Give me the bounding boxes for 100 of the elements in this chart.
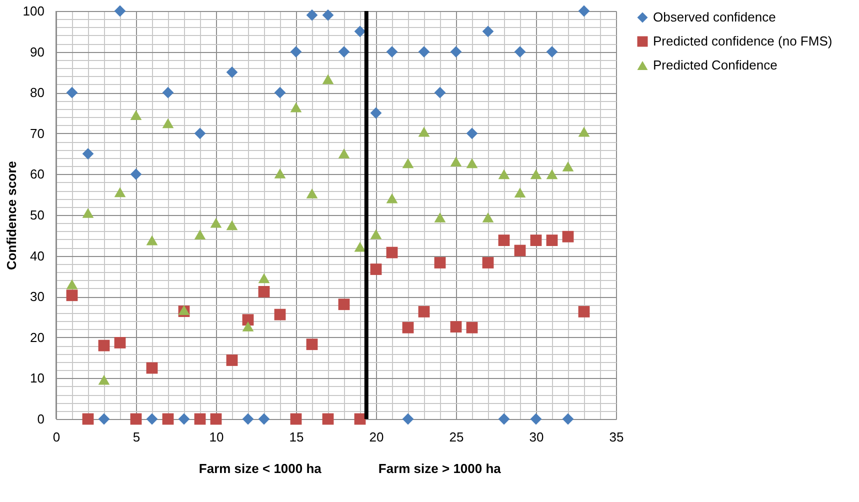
point [194,230,206,240]
point [466,158,478,168]
point [578,126,590,137]
point [306,188,318,198]
point [178,413,190,425]
point [98,340,110,352]
point [338,46,350,58]
point [338,148,350,158]
point [338,298,350,310]
point [370,107,382,119]
point [466,128,478,140]
point [82,148,94,160]
point [322,74,334,84]
legend-label: Predicted Confidence [653,58,778,72]
y-tick-label: 10 [30,370,44,386]
point [194,413,206,425]
point [258,286,270,298]
point [146,235,158,246]
point [482,26,494,38]
point [114,5,126,17]
point [98,413,110,425]
point [274,168,286,178]
y-tick-label: 60 [30,166,44,182]
point [434,212,446,222]
point [226,66,238,78]
point [82,413,94,425]
point [530,413,542,425]
point [546,234,558,246]
y-tick-label: 90 [30,44,44,60]
point [386,246,398,258]
text: Farm size > 1000 ha [378,461,502,476]
point [434,86,446,98]
point [514,244,526,256]
point [514,46,526,58]
point [562,413,574,425]
point [66,279,78,290]
y-axis-title: Confidence score [4,160,19,270]
point [386,46,398,58]
point [290,413,302,425]
point [210,218,222,228]
point [306,338,318,350]
x-tick-label: 5 [132,430,140,444]
y-tick-label: 70 [30,126,44,141]
point [482,212,494,222]
point [450,46,462,58]
point [114,337,126,348]
point [226,354,238,366]
point [354,26,366,38]
point [482,257,494,268]
point [130,110,142,120]
x-tick-label: 0 [52,430,60,444]
point [226,220,238,230]
point [514,188,526,198]
point [114,187,126,198]
point [578,5,590,17]
legend-label: Observed confidence [653,10,776,24]
point [146,413,158,425]
point [578,306,590,318]
y-tick-label: 20 [30,330,44,345]
point [290,46,302,58]
x-tick-label: 25 [449,430,464,444]
point [530,169,542,180]
y-tick-label: 30 [30,289,44,304]
y-tick-label: 40 [30,248,44,264]
point [210,413,222,425]
point [418,126,430,137]
point [242,314,254,326]
point [130,168,142,180]
x-tick-label: 20 [369,430,384,444]
point [242,413,254,425]
point [498,169,510,180]
y-tick-label: 80 [30,85,44,100]
point [386,193,398,204]
point [434,257,446,268]
point [162,86,174,98]
y-tick-label: 50 [30,208,44,222]
point [546,46,558,58]
point [562,230,574,242]
y-tick-label: 0 [37,412,44,426]
point [370,264,382,275]
point [258,273,270,284]
x-tick-label: 10 [209,430,224,444]
point [546,169,558,180]
point [402,322,414,334]
point [98,374,110,385]
point [498,234,510,246]
point [466,322,478,334]
point [146,362,158,374]
point [162,118,174,128]
x-tick-label: 35 [609,430,624,444]
point [562,162,574,172]
point [498,413,510,425]
point [82,208,94,218]
point [402,413,414,425]
point [322,413,334,425]
point [66,86,78,98]
point [354,242,366,252]
point [322,9,334,21]
point [290,102,302,112]
point [66,290,78,302]
